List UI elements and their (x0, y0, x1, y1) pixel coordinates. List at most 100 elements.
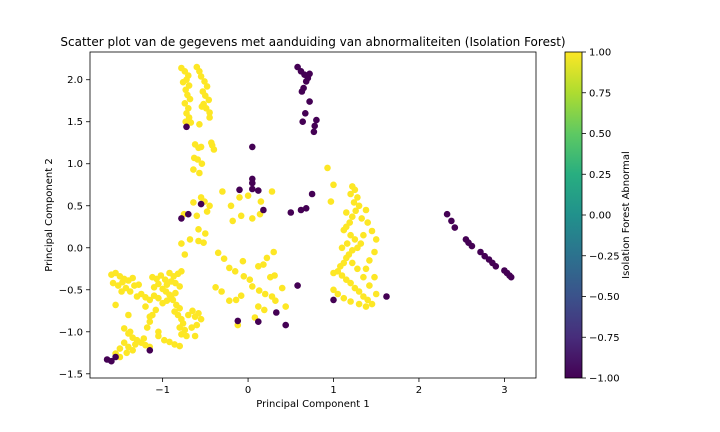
data-point-normal (362, 303, 370, 310)
data-point-normal (140, 335, 148, 342)
data-point-normal (327, 198, 335, 205)
data-point-abnormal (183, 123, 190, 131)
data-point-normal (282, 303, 290, 310)
data-point-normal (146, 318, 154, 326)
data-point-normal (126, 288, 134, 295)
data-point-normal (183, 332, 190, 340)
data-point-normal (244, 192, 252, 199)
data-point-abnormal (302, 78, 310, 85)
colorbar-tick-label: 0.75 (589, 88, 611, 99)
data-point-normal (196, 68, 203, 75)
data-point-normal (197, 73, 205, 80)
data-point-normal (278, 284, 286, 292)
data-point-normal (200, 239, 207, 246)
data-point-normal (193, 212, 201, 220)
y-tick-label: 2.0 (67, 75, 83, 86)
data-point-normal (169, 296, 177, 304)
data-point-normal (220, 255, 228, 262)
colorbar-tick-label: −1.00 (589, 374, 620, 385)
data-point-normal (343, 240, 351, 247)
data-point-normal (350, 199, 358, 206)
data-point-normal (352, 207, 360, 215)
data-point-normal (176, 283, 183, 290)
colorbar (565, 52, 582, 378)
data-point-normal (261, 306, 268, 314)
data-point-abnormal (383, 293, 390, 300)
data-point-normal (355, 288, 363, 295)
data-point-normal (143, 324, 151, 331)
data-point-normal (181, 100, 189, 107)
data-point-normal (347, 279, 354, 287)
data-point-normal (372, 290, 380, 298)
data-point-abnormal (249, 185, 256, 193)
data-point-abnormal (311, 122, 319, 130)
data-point-normal (201, 78, 208, 85)
data-point-normal (261, 290, 269, 298)
data-point-abnormal (249, 179, 256, 187)
data-point-normal (260, 261, 267, 268)
data-point-normal (178, 240, 185, 247)
data-point-normal (198, 160, 206, 167)
x-tick-label: 1 (330, 385, 336, 396)
data-point-normal (254, 263, 262, 270)
data-point-normal (196, 121, 203, 128)
scatter-points (103, 63, 515, 365)
data-point-normal (190, 166, 197, 173)
data-point-abnormal (294, 282, 301, 289)
colorbar-tick-label: −0.75 (589, 333, 620, 344)
colorbar-label: Isolation Forest Abnormal (621, 151, 632, 279)
data-point-normal (116, 345, 124, 352)
data-point-normal (152, 306, 160, 314)
x-tick-label: −1 (155, 385, 170, 396)
x-tick-label: 0 (245, 385, 251, 396)
x-axis-label: Principal Component 1 (256, 399, 369, 410)
y-tick-label: −1.0 (59, 327, 83, 338)
y-tick-label: 0.0 (67, 243, 83, 254)
data-point-normal (118, 288, 125, 295)
data-point-normal (343, 209, 350, 216)
data-point-normal (176, 305, 183, 312)
data-point-normal (202, 230, 209, 237)
data-point-normal (142, 303, 149, 310)
data-point-abnormal (197, 200, 205, 208)
data-point-normal (366, 257, 373, 264)
data-point-normal (157, 272, 165, 279)
data-point-normal (191, 332, 199, 340)
data-point-normal (176, 324, 183, 331)
data-point-abnormal (273, 309, 280, 316)
data-point-normal (178, 331, 185, 338)
data-point-normal (239, 257, 247, 265)
data-point-normal (205, 96, 213, 104)
data-point-normal (194, 156, 201, 163)
chart-title: Scatter plot van de gegevens met aanduid… (60, 35, 565, 49)
data-point-normal (206, 114, 213, 121)
colorbar-tick-label: 0.50 (589, 129, 611, 140)
data-point-normal (189, 307, 196, 315)
data-point-normal (119, 278, 126, 286)
data-point-abnormal (507, 273, 515, 281)
data-point-normal (362, 265, 370, 273)
data-point-normal (186, 236, 194, 243)
data-point-normal (360, 273, 367, 281)
data-point-normal (176, 342, 183, 350)
data-point-normal (112, 301, 119, 309)
data-point-normal (129, 274, 136, 282)
data-point-normal (371, 248, 378, 256)
data-point-normal (268, 188, 276, 195)
data-point-normal (254, 303, 262, 310)
data-point-normal (355, 202, 363, 210)
data-point-normal (255, 287, 263, 294)
data-point-normal (196, 169, 203, 177)
data-point-normal (187, 119, 195, 126)
data-point-normal (351, 236, 359, 243)
data-point-normal (355, 300, 363, 308)
data-point-normal (203, 83, 211, 90)
data-point-normal (368, 227, 376, 235)
x-tick-label: 3 (501, 385, 507, 396)
data-point-abnormal (287, 209, 295, 216)
data-point-normal (172, 289, 179, 297)
data-point-normal (227, 202, 235, 210)
data-point-normal (109, 279, 117, 287)
data-point-normal (343, 254, 350, 262)
